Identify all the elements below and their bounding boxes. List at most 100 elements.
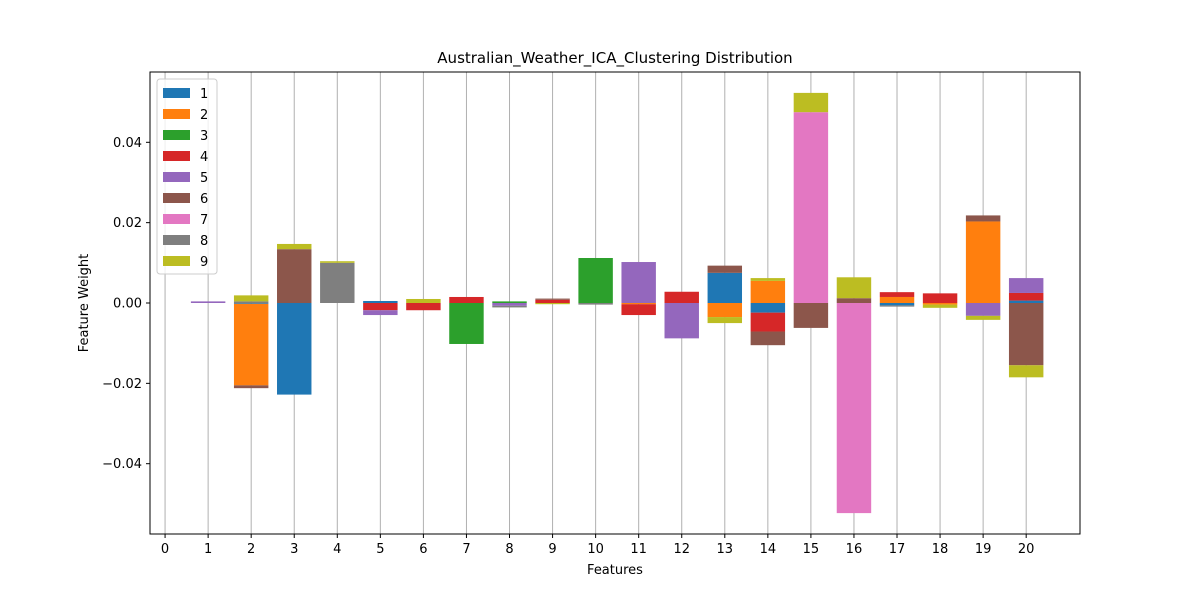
bar-series-2-feature-19	[965, 221, 1001, 303]
bar-series-2-feature-17	[879, 296, 915, 303]
legend-swatch-6	[163, 193, 190, 203]
bar-series-2-feature-2	[233, 303, 269, 386]
bar-series-3-feature-7	[449, 303, 484, 344]
bar-series-6-feature-19	[965, 215, 1001, 222]
bar-series-9-feature-9	[535, 303, 570, 305]
bar-series-6-feature-2	[233, 385, 269, 389]
legend-label-7: 7	[200, 213, 208, 228]
x-tick-label-16: 16	[846, 542, 863, 557]
bar-series-1-feature-14	[750, 303, 786, 313]
legend-label-8: 8	[200, 234, 208, 249]
legend-swatch-1	[163, 88, 190, 98]
y-tick-label-0: −0.04	[102, 457, 142, 472]
bar-series-9-feature-18	[922, 304, 958, 308]
bar-series-4-feature-5	[363, 303, 398, 311]
bar-series-8-feature-4	[320, 262, 355, 303]
y-tick-label-4: 0.04	[113, 136, 142, 151]
x-tick-label-11: 11	[630, 542, 647, 557]
bar-series-9-feature-13	[707, 317, 743, 324]
bar-series-4-feature-11	[621, 304, 656, 316]
bar-series-9-feature-19	[965, 315, 1001, 320]
legend-swatch-2	[163, 109, 190, 119]
x-tick-label-4: 4	[333, 542, 341, 557]
bar-series-2-feature-14	[750, 280, 786, 303]
bar-series-9-feature-4	[320, 261, 355, 263]
bar-series-4-feature-20	[1008, 292, 1044, 301]
y-tick-label-1: −0.02	[102, 377, 142, 392]
bar-series-4-feature-14	[750, 312, 786, 332]
bar-series-4-feature-17	[879, 292, 915, 297]
x-axis: 0 1 2 3 4 5 6 7 8 9 10 11 12 13 14 15 16 17 18 19 20	[161, 534, 1035, 557]
bar-series-1-feature-13	[707, 272, 743, 303]
bar-series-5-feature-19	[965, 303, 1001, 316]
bar-series-2-feature-18	[922, 303, 958, 305]
bar-series-4-feature-18	[922, 293, 958, 303]
bar-series-8-feature-17	[879, 305, 915, 307]
x-tick-label-10: 10	[587, 542, 604, 557]
x-tick-label-2: 2	[247, 542, 255, 557]
chart-title: Australian_Weather_ICA_Clustering Distri…	[437, 49, 792, 68]
y-tick-label-2: 0.00	[113, 297, 142, 312]
bar-series-7-feature-16	[836, 303, 872, 514]
legend-label-1: 1	[200, 87, 208, 102]
x-tick-label-9: 9	[548, 542, 556, 557]
legend-swatch-4	[163, 151, 190, 161]
legend-label-6: 6	[200, 192, 208, 207]
bar-series-8-feature-10	[578, 303, 613, 305]
bar-series-7-feature-15	[793, 112, 829, 303]
bar-series-5-feature-20	[1008, 278, 1044, 293]
x-tick-label-13: 13	[717, 542, 734, 557]
legend-label-3: 3	[200, 129, 208, 144]
bar-series-9-feature-16	[836, 277, 872, 299]
bar-series-6-feature-16	[836, 298, 872, 303]
x-tick-label-20: 20	[1018, 542, 1035, 557]
bar-series-8-feature-8	[492, 305, 527, 308]
bar-series-9-feature-14	[750, 278, 786, 281]
bar-series-1-feature-5	[363, 300, 398, 303]
legend-label-5: 5	[200, 171, 208, 186]
bars-layer	[190, 92, 1044, 514]
x-tick-label-12: 12	[673, 542, 690, 557]
legend-swatch-8	[163, 235, 190, 245]
bar-series-4-feature-7	[449, 296, 484, 303]
bar-series-4-feature-12	[664, 291, 699, 303]
bar-series-9-feature-15	[793, 92, 829, 113]
bar-series-2-feature-13	[707, 303, 743, 318]
bar-series-2-feature-11	[621, 303, 656, 305]
legend-swatch-3	[163, 130, 190, 140]
legend-label-2: 2	[200, 108, 208, 123]
bar-series-6-feature-20	[1008, 303, 1044, 366]
bar-series-1-feature-20	[1008, 300, 1044, 303]
bar-series-9-feature-3	[277, 243, 312, 250]
legend-swatch-5	[163, 172, 190, 182]
x-tick-label-14: 14	[760, 542, 777, 557]
x-tick-label-5: 5	[376, 542, 384, 557]
x-tick-label-19: 19	[975, 542, 992, 557]
bar-series-1-feature-2	[233, 303, 269, 304]
bar-series-4-feature-6	[406, 303, 441, 311]
y-axis-label: Feature Weight	[77, 254, 92, 353]
bar-series-5-feature-5	[363, 310, 398, 316]
bar-series-6-feature-3	[277, 249, 312, 303]
legend-label-4: 4	[200, 150, 208, 165]
bar-series-5-feature-1	[190, 301, 226, 303]
y-axis: −0.04 −0.02 0.00 0.02 0.04	[102, 136, 150, 472]
x-tick-label-8: 8	[505, 542, 513, 557]
x-tick-label-7: 7	[462, 542, 470, 557]
legend-label-9: 9	[200, 255, 208, 270]
legend: 1 2 3 4 5 6 7 8 9	[156, 78, 218, 275]
bar-series-9-feature-20	[1008, 365, 1044, 378]
x-tick-label-6: 6	[419, 542, 427, 557]
bar-series-6-feature-13	[707, 265, 743, 273]
bar-series-6-feature-14	[750, 331, 786, 346]
x-tick-label-15: 15	[803, 542, 820, 557]
x-tick-label-18: 18	[932, 542, 949, 557]
bar-series-5-feature-8	[492, 303, 527, 306]
bar-series-1-feature-3	[277, 303, 312, 395]
bar-series-6-feature-15	[793, 303, 829, 328]
legend-swatch-9	[163, 256, 190, 266]
x-tick-label-1: 1	[204, 542, 212, 557]
legend-swatch-7	[163, 214, 190, 224]
